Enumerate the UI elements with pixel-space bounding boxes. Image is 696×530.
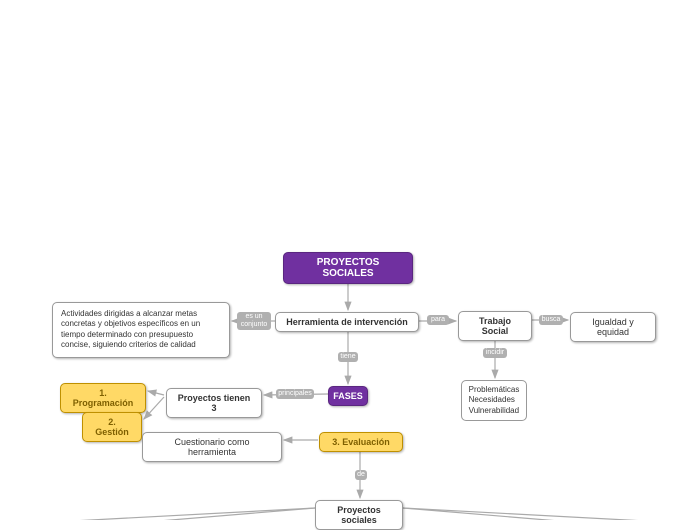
arrow-7 — [148, 391, 164, 395]
node-fases: FASES — [328, 386, 368, 406]
edge-label-conjunto: es un conjunto — [237, 312, 271, 330]
node-root: PROYECTOS SOCIALES — [283, 252, 413, 284]
node-gestion: 2. Gestión — [82, 412, 142, 442]
arrow-8 — [144, 397, 164, 419]
edge-label-para: para — [427, 315, 449, 325]
node-actividades: Actividades dirigidas a alcanzar metas c… — [52, 302, 230, 358]
node-proyectosSociales: Proyectos sociales — [315, 500, 403, 530]
fanout-1 — [135, 508, 315, 520]
node-evaluacion: 3. Evaluación — [319, 432, 403, 452]
edge-label-principales: principales — [276, 389, 314, 399]
edge-label-incidir: incidir — [483, 348, 507, 358]
node-proyectos3: Proyectos tienen 3 — [166, 388, 262, 418]
node-cuestionario: Cuestionario como herramienta — [142, 432, 282, 462]
node-igualdad: Igualdad y equidad — [570, 312, 656, 342]
node-trabajo: Trabajo Social — [458, 311, 532, 341]
edge-label-busca: busca — [539, 315, 563, 325]
node-problematicas: ProblemáticasNecesidadesVulnerabilidad — [461, 380, 527, 421]
node-programacion: 1. Programación — [60, 383, 146, 413]
fanout-2 — [403, 508, 583, 520]
fanout-3 — [403, 508, 683, 520]
edge-label-tiene: tiene — [338, 352, 358, 362]
edge-label-de: de — [355, 470, 367, 480]
fanout-0 — [35, 508, 315, 520]
node-herramienta: Herramienta de intervención — [275, 312, 419, 332]
